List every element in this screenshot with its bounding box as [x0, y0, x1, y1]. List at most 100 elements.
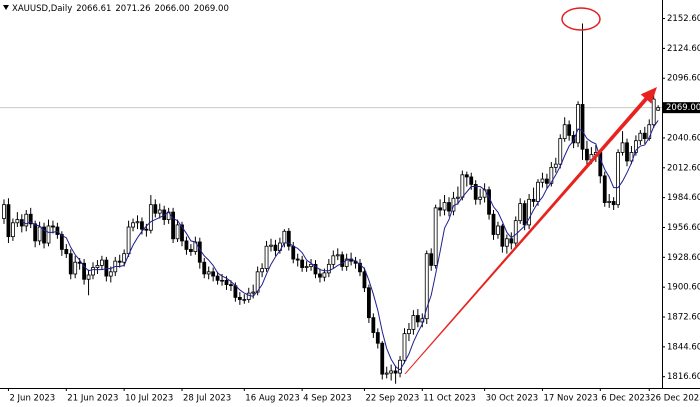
candle-body — [402, 333, 407, 361]
x-tick-label: 30 Oct 2023 — [486, 394, 539, 404]
header-close: 2069.00 — [194, 4, 229, 14]
candle-body — [487, 189, 491, 215]
candle-body — [95, 265, 100, 268]
candle-body — [188, 249, 193, 252]
candle-body — [576, 104, 580, 144]
header-high: 2071.26 — [115, 4, 150, 14]
candle-body — [491, 213, 496, 235]
candle-body — [531, 198, 536, 202]
candle-body — [282, 230, 287, 244]
candle-body — [326, 263, 331, 274]
candle-body — [545, 178, 549, 184]
current-price-label: 2069.00 — [666, 103, 700, 113]
candle-body — [602, 175, 607, 203]
candle-body — [460, 174, 465, 198]
candle-body — [55, 226, 60, 235]
candle-body — [629, 152, 634, 162]
candle-body — [175, 224, 180, 240]
candle-body — [211, 271, 216, 277]
candle-body — [237, 296, 242, 300]
candle-body — [366, 287, 371, 319]
candle-body — [229, 284, 233, 287]
moving-average — [21, 120, 659, 371]
candle-body — [571, 134, 576, 144]
candle-body — [246, 292, 251, 300]
x-tick-label: 21 Jun 2023 — [67, 394, 118, 404]
candle-body — [260, 268, 265, 273]
candle-body — [558, 138, 563, 165]
y-tick-label: 1844.60 — [667, 342, 700, 352]
candle-body — [184, 240, 189, 250]
x-tick-label: 17 Nov 2023 — [543, 394, 597, 404]
candle-body — [224, 279, 229, 286]
y-tick-label: 1816.60 — [667, 372, 700, 382]
candle-body — [33, 223, 38, 242]
candle-body — [411, 315, 416, 330]
candle-body — [206, 271, 211, 275]
x-tick-label: 10 Jul 2023 — [125, 394, 173, 404]
y-tick-label: 2012.60 — [667, 163, 700, 173]
candle-body — [380, 342, 385, 375]
candle-body — [180, 224, 184, 242]
candle-body — [304, 266, 309, 268]
candle-body — [82, 262, 86, 280]
x-tick-label: 2 Jun 2023 — [9, 394, 55, 404]
candle-body — [286, 230, 291, 247]
candle-body — [393, 370, 398, 374]
candle-body — [10, 222, 15, 238]
candle-body — [126, 226, 131, 255]
candle-body — [389, 370, 394, 374]
candle-body — [331, 255, 336, 265]
candle-body — [549, 166, 554, 184]
candle-body — [638, 132, 643, 142]
y-tick-label: 1872.60 — [667, 313, 700, 323]
candle-body — [59, 234, 64, 250]
candle-body — [518, 203, 523, 222]
candle-body — [273, 244, 278, 251]
candle-body — [375, 332, 380, 344]
y-tick-label: 2124.60 — [667, 44, 700, 54]
candle-body — [251, 291, 256, 294]
plot — [0, 23, 662, 384]
candle-body — [140, 221, 144, 230]
candle-body — [438, 207, 443, 211]
x-tick-label: 26 Dec 2023 — [650, 394, 700, 404]
candle-body — [202, 261, 207, 275]
candle-body — [100, 259, 104, 266]
y-tick-label: 1928.60 — [667, 253, 700, 263]
candle-body — [553, 163, 558, 168]
candle-body — [104, 259, 109, 277]
candle-body — [407, 328, 411, 335]
candle-body — [220, 279, 224, 282]
candle-body — [2, 204, 6, 219]
chart-header: XAUUSD,Daily 2066.61 2071.26 2066.00 2069.00 — [12, 4, 229, 14]
candle-body — [522, 203, 527, 226]
candle-body — [68, 253, 73, 275]
candle-body — [358, 262, 362, 273]
candle-body — [469, 176, 474, 185]
candle-body — [371, 317, 376, 333]
candle-body — [335, 254, 340, 257]
candle-body — [616, 152, 620, 206]
candle-body — [651, 98, 656, 126]
candle-body — [197, 241, 202, 263]
candle-body — [567, 124, 572, 136]
candle-body — [509, 238, 514, 244]
y-tick-label: 2152.60 — [667, 14, 700, 24]
collapse-icon — [3, 5, 9, 10]
candle-body — [242, 299, 247, 301]
candle-body — [620, 142, 625, 153]
candle-body — [322, 272, 327, 278]
candle-body — [496, 225, 500, 235]
candle-body — [73, 261, 78, 275]
candle-body — [15, 219, 20, 224]
candle-body — [562, 124, 567, 139]
annotation-ellipse — [561, 7, 601, 31]
candle-body — [607, 201, 612, 203]
candle-body — [647, 124, 652, 139]
x-tick-label: 16 Aug 2023 — [245, 394, 299, 404]
candle-body — [442, 202, 447, 211]
candle-body — [585, 148, 589, 161]
